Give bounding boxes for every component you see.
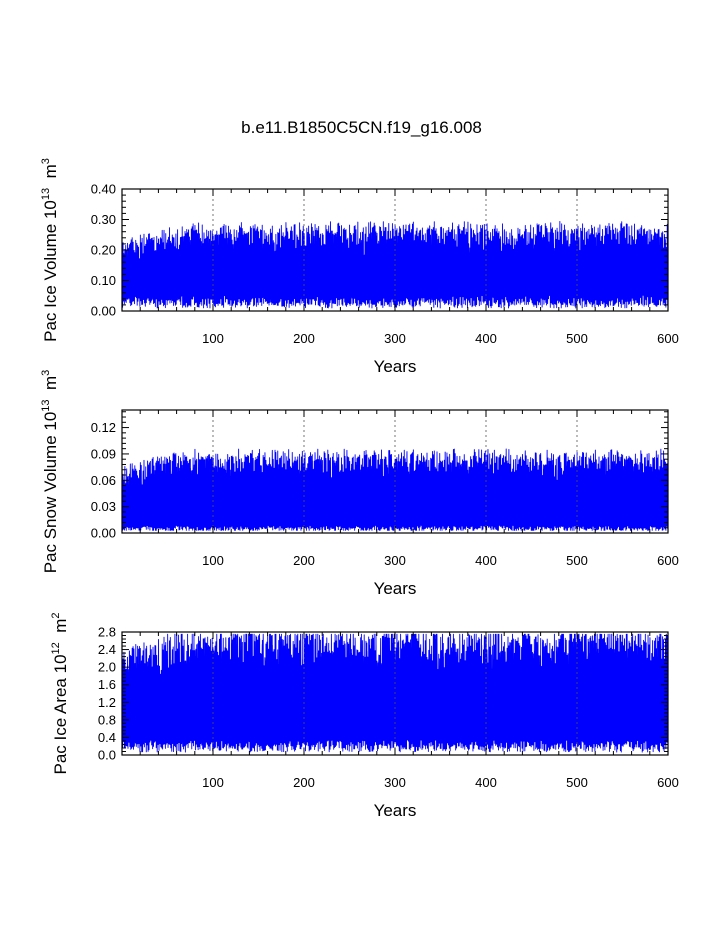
x-tick-label: 600: [657, 331, 679, 346]
y-axis-label-exponent: 13: [40, 188, 52, 200]
y-tick-label: 0.12: [91, 420, 116, 435]
y-axis-label-exponent: 13: [40, 399, 52, 411]
y-axis-label-unit: m: [51, 619, 70, 643]
y-axis-label-base: Pac Ice Volume 10: [41, 200, 60, 342]
x-axis-label: Years: [374, 801, 417, 820]
y-tick-label: 0.8: [98, 712, 116, 727]
y-tick-label: 2.0: [98, 660, 116, 675]
y-axis-label-exponent: 12: [50, 642, 62, 654]
snow-volume-chart: 100 200 300 400 500 600 0.00 0.03 0.06 0.09 0.12 Ye…: [40, 370, 679, 598]
y-tick-label: 0.00: [91, 304, 116, 319]
ice-volume-chart: 100 200 300 400 500 600 0.00 0.10 0.20 0.30 0.40 Ye…: [40, 158, 679, 376]
y-tick-label: 0.40: [91, 182, 116, 197]
x-tick-label: 500: [566, 553, 588, 568]
x-tick-label: 500: [566, 331, 588, 346]
x-tick-label: 200: [293, 331, 315, 346]
x-tick-label: 300: [384, 553, 406, 568]
y-tick-label: 0.0: [98, 748, 116, 763]
y-tick-label: 0.03: [91, 499, 116, 514]
ice-area-chart: 100 200 300 400 500 600 0.0 0.4 0.8 1.2 1.6 2.0 2.4 2…: [50, 612, 679, 820]
x-tick-label: 300: [384, 331, 406, 346]
chart-title: b.e11.B1850C5CN.f19_g16.008: [241, 118, 482, 137]
x-tick-label: 400: [475, 553, 497, 568]
y-tick-label: 0.09: [91, 446, 116, 461]
data-series-line: [121, 221, 669, 309]
x-tick-label: 100: [202, 775, 224, 790]
y-tick-label: 0.00: [91, 526, 116, 541]
y-axis-label: Pac Ice Area 1012 m2: [50, 612, 70, 774]
y-axis-label-base: Pac Snow Volume 10: [41, 412, 60, 574]
y-tick-label: 0.20: [91, 243, 116, 258]
x-axis-label: Years: [374, 357, 417, 376]
y-axis-label-unit-exponent: 3: [40, 158, 52, 164]
x-tick-label: 300: [384, 775, 406, 790]
y-tick-label: 1.2: [98, 695, 116, 710]
y-axis-label: Pac Snow Volume 1013 m3: [40, 370, 60, 574]
y-axis-label-unit: m: [41, 376, 60, 400]
y-axis-label-unit-exponent: 3: [40, 370, 52, 376]
y-axis-label-unit: m: [41, 164, 60, 188]
x-axis-label: Years: [374, 579, 417, 598]
y-tick-label: 0.30: [91, 212, 116, 227]
y-tick-label: 1.6: [98, 677, 116, 692]
x-tick-label: 400: [475, 331, 497, 346]
x-tick-label: 200: [293, 553, 315, 568]
y-axis-label-base: Pac Ice Area 10: [51, 654, 70, 774]
y-tick-label: 2.4: [98, 642, 116, 657]
y-tick-label: 2.8: [98, 625, 116, 640]
x-tick-label: 200: [293, 775, 315, 790]
y-tick-label: 0.10: [91, 273, 116, 288]
y-tick-label: 0.06: [91, 473, 116, 488]
x-tick-label: 500: [566, 775, 588, 790]
y-tick-label: 0.4: [98, 730, 116, 745]
x-tick-label: 600: [657, 775, 679, 790]
y-axis-label-unit-exponent: 2: [50, 612, 62, 618]
x-tick-label: 100: [202, 331, 224, 346]
x-tick-label: 100: [202, 553, 224, 568]
y-axis-label: Pac Ice Volume 1013 m3: [40, 158, 60, 342]
x-tick-label: 400: [475, 775, 497, 790]
x-tick-label: 600: [657, 553, 679, 568]
